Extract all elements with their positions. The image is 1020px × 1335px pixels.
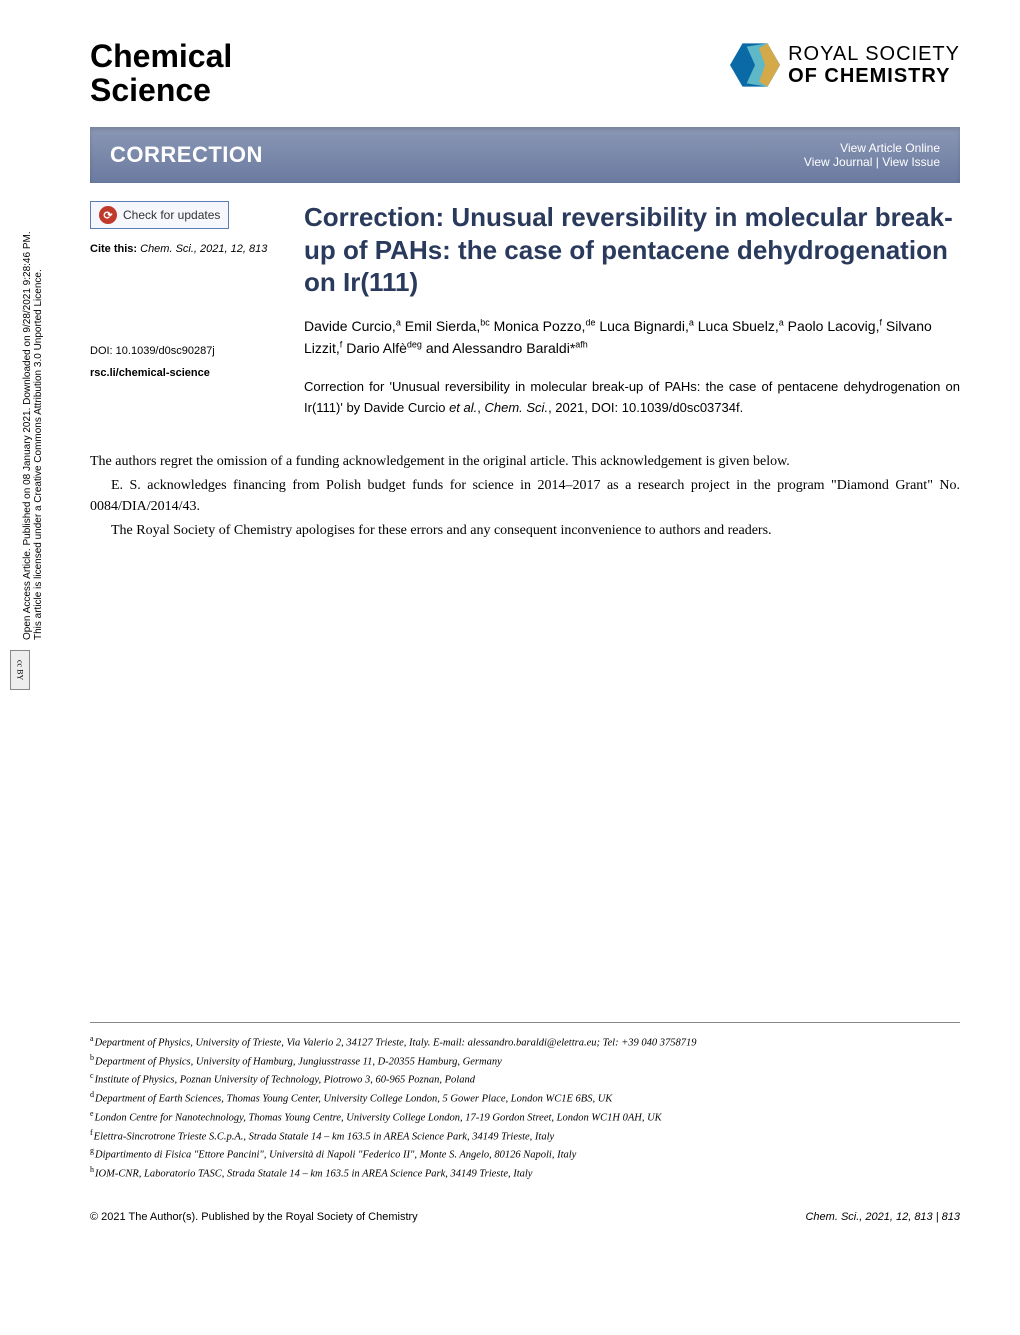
affiliation-line: eLondon Centre for Nanotechnology, Thoma…: [90, 1108, 960, 1127]
view-issue-link[interactable]: View Issue: [882, 155, 940, 169]
license-line1: Open Access Article. Published on 08 Jan…: [22, 231, 33, 640]
footer-citation: Chem. Sci., 2021, 12, 813 | 813: [805, 1211, 960, 1223]
journal-name-line1: Chemical: [90, 40, 232, 74]
correction-note: Correction for 'Unusual reversibility in…: [304, 377, 960, 419]
article-category: CORRECTION: [110, 142, 263, 168]
cite-label: Cite this:: [90, 243, 137, 255]
body-p1: The authors regret the omission of a fun…: [90, 451, 960, 473]
journal-name-line2: Science: [90, 74, 232, 108]
affiliation-line: gDipartimento di Fisica "Ettore Pancini"…: [90, 1145, 960, 1164]
page-footer: © 2021 The Author(s). Published by the R…: [90, 1211, 960, 1223]
publisher-logo: ROYAL SOCIETY OF CHEMISTRY: [730, 40, 960, 90]
category-banner: CORRECTION View Article Online View Jour…: [90, 127, 960, 183]
cite-reference: Chem. Sci., 2021, 12, 813: [140, 243, 267, 255]
affiliation-line: cInstitute of Physics, Poznan University…: [90, 1070, 960, 1089]
body-p3: The Royal Society of Chemistry apologise…: [90, 520, 960, 542]
publisher-name: ROYAL SOCIETY OF CHEMISTRY: [788, 43, 960, 87]
affiliation-line: hIOM-CNR, Laboratorio TASC, Strada Stata…: [90, 1164, 960, 1183]
publisher-line2: OF CHEMISTRY: [788, 65, 960, 87]
publisher-line1: ROYAL SOCIETY: [788, 43, 960, 65]
affiliation-line: bDepartment of Physics, University of Ha…: [90, 1052, 960, 1071]
affiliation-line: fElettra-Sincrotrone Trieste S.C.p.A., S…: [90, 1127, 960, 1146]
rsc-link[interactable]: rsc.li/chemical-science: [90, 367, 280, 379]
footer-rule: [90, 1022, 960, 1023]
body-text: The authors regret the omission of a fun…: [90, 451, 960, 542]
affiliation-line: dDepartment of Earth Sciences, Thomas Yo…: [90, 1089, 960, 1108]
authors: Davide Curcio,a Emil Sierda,bc Monica Po…: [304, 315, 960, 360]
body-p2: E. S. acknowledges financing from Polish…: [90, 475, 960, 518]
cite-this: Cite this: Chem. Sci., 2021, 12, 813: [90, 243, 280, 255]
rsc-hex-icon: [730, 40, 780, 90]
doi: DOI: 10.1039/d0sc90287j: [90, 345, 280, 357]
view-journal-link[interactable]: View Journal: [804, 155, 872, 169]
banner-links: View Article Online View Journal | View …: [804, 141, 940, 169]
check-updates-label: Check for updates: [123, 208, 220, 222]
right-column: Correction: Unusual reversibility in mol…: [304, 201, 960, 419]
crossmark-icon: ⟳: [99, 206, 117, 224]
journal-name: Chemical Science: [90, 40, 232, 107]
left-column: ⟳ Check for updates Cite this: Chem. Sci…: [90, 201, 280, 419]
article-title: Correction: Unusual reversibility in mol…: [304, 201, 960, 299]
cc-by-badge: cc BY: [10, 650, 30, 690]
license-sidebar: Open Access Article. Published on 08 Jan…: [22, 140, 44, 640]
copyright: © 2021 The Author(s). Published by the R…: [90, 1211, 418, 1223]
affiliations: aDepartment of Physics, University of Tr…: [90, 1033, 960, 1183]
page-header: Chemical Science ROYAL SOCIETY OF CHEMIS…: [90, 40, 960, 107]
license-line2: This article is licensed under a Creativ…: [33, 140, 44, 640]
view-article-online-link[interactable]: View Article Online: [840, 141, 940, 155]
check-for-updates-button[interactable]: ⟳ Check for updates: [90, 201, 229, 229]
affiliation-line: aDepartment of Physics, University of Tr…: [90, 1033, 960, 1052]
